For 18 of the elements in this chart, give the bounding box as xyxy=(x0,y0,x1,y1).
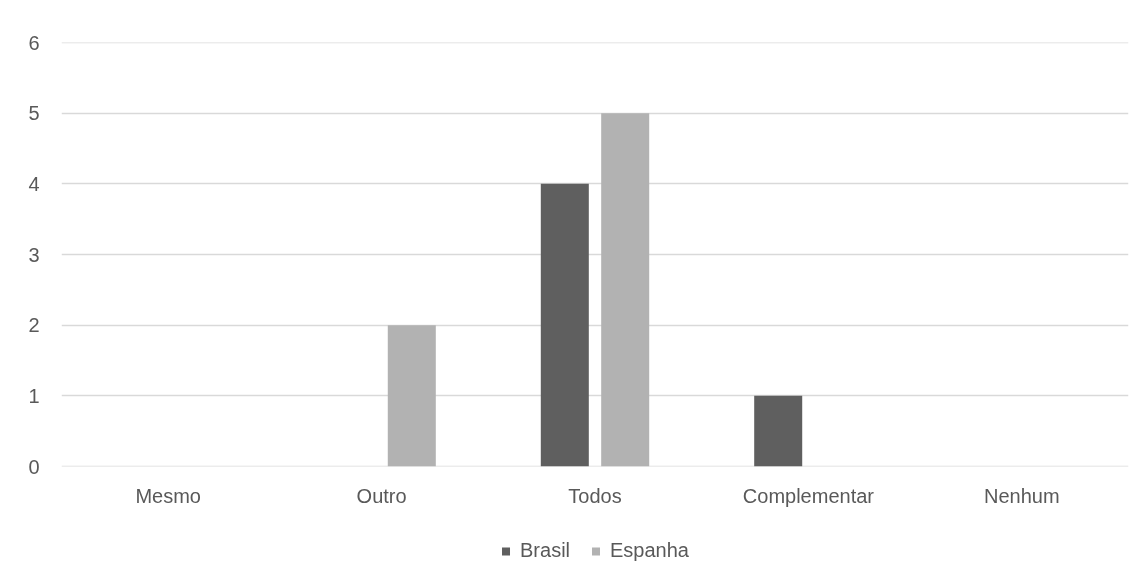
y-tick-label: 3 xyxy=(28,243,40,266)
legend-label: Brasil xyxy=(520,539,571,562)
legend-label: Espanha xyxy=(610,539,689,562)
y-tick-label: 4 xyxy=(28,172,40,195)
x-tick-label: Mesmo xyxy=(135,484,201,507)
y-tick-label: 6 xyxy=(28,31,40,54)
y-tick-label: 2 xyxy=(28,314,40,337)
x-tick-label: Complementar xyxy=(742,484,875,507)
bar xyxy=(387,325,436,467)
y-tick-label: 5 xyxy=(28,102,40,125)
bar xyxy=(540,183,589,467)
y-tick-label: 0 xyxy=(28,455,40,478)
x-tick-label: Nenhum xyxy=(984,484,1060,507)
x-tick-label: Todos xyxy=(568,484,622,507)
y-tick-label: 1 xyxy=(28,384,40,407)
x-tick-label: Outro xyxy=(356,484,407,507)
bar xyxy=(754,395,803,467)
bar xyxy=(601,113,650,467)
